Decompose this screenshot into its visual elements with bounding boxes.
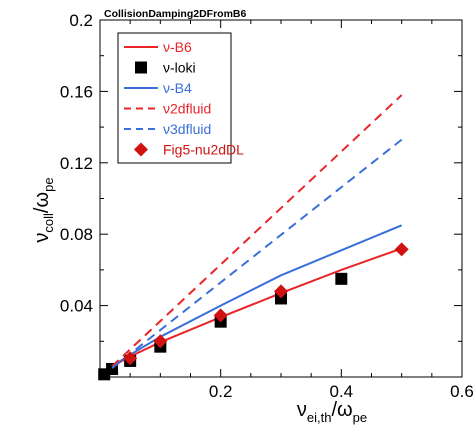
legend-item--2dfluid-label: ν2dfluid [163,101,211,117]
series--2dfluid-line [111,94,403,368]
legend-item-fig5-nu2ddl-label: Fig5-nu2dDL [163,142,244,158]
y-tick-label: 0.16 [60,82,93,101]
y-tick-label: 0.12 [60,154,93,173]
y-axis-label: νcoll/ωpe [31,177,56,242]
y-tick-label: 0.08 [60,225,93,244]
series-fig5-nu2ddl-point [394,242,409,257]
x-tick-label: 0.4 [330,382,354,401]
legend-item--loki-label: ν-loki [163,60,196,76]
series-fig5-nu2ddl-point [274,284,288,299]
y-tick-label: 0.2 [69,11,93,30]
legend-item-fig5-nu2ddl-swatch [134,142,148,157]
svg-text:νei,th/ωpe: νei,th/ωpe [297,399,367,425]
plot-area: 0.2 0.4 0.6 0.04 0.08 0.12 0.16 0.2 [60,11,474,401]
legend-item--loki-swatch [135,61,147,74]
chart-title: CollisionDamping2DFromB6 [104,8,247,20]
series-fig5-nu2ddl-point [153,334,168,349]
x-tick-label: 0.2 [209,382,233,401]
y-tick-label: 0.04 [60,297,93,316]
svg-text:νcoll/ωpe: νcoll/ωpe [31,177,56,242]
series--loki-point [275,292,287,305]
legend: ν-B6 ν-loki ν-B4 ν2dfluid ν3dfluid Fig5-nu2dD… [117,32,244,164]
series--loki-point [335,272,348,285]
legend-item--b6-label: ν-B6 [163,39,192,55]
legend-box [117,32,232,164]
legend-item--b4-label: ν-B4 [163,80,192,96]
legend-item--3dfluid-label: ν3dfluid [163,121,211,137]
x-tick-label: 0.6 [450,382,474,401]
x-axis-label: νei,th/ωpe [297,399,367,425]
series--3dfluid-line [111,138,403,369]
series-fig5-nu2ddl-point [213,308,228,323]
series-fig5-nu2ddl-point [123,351,138,366]
